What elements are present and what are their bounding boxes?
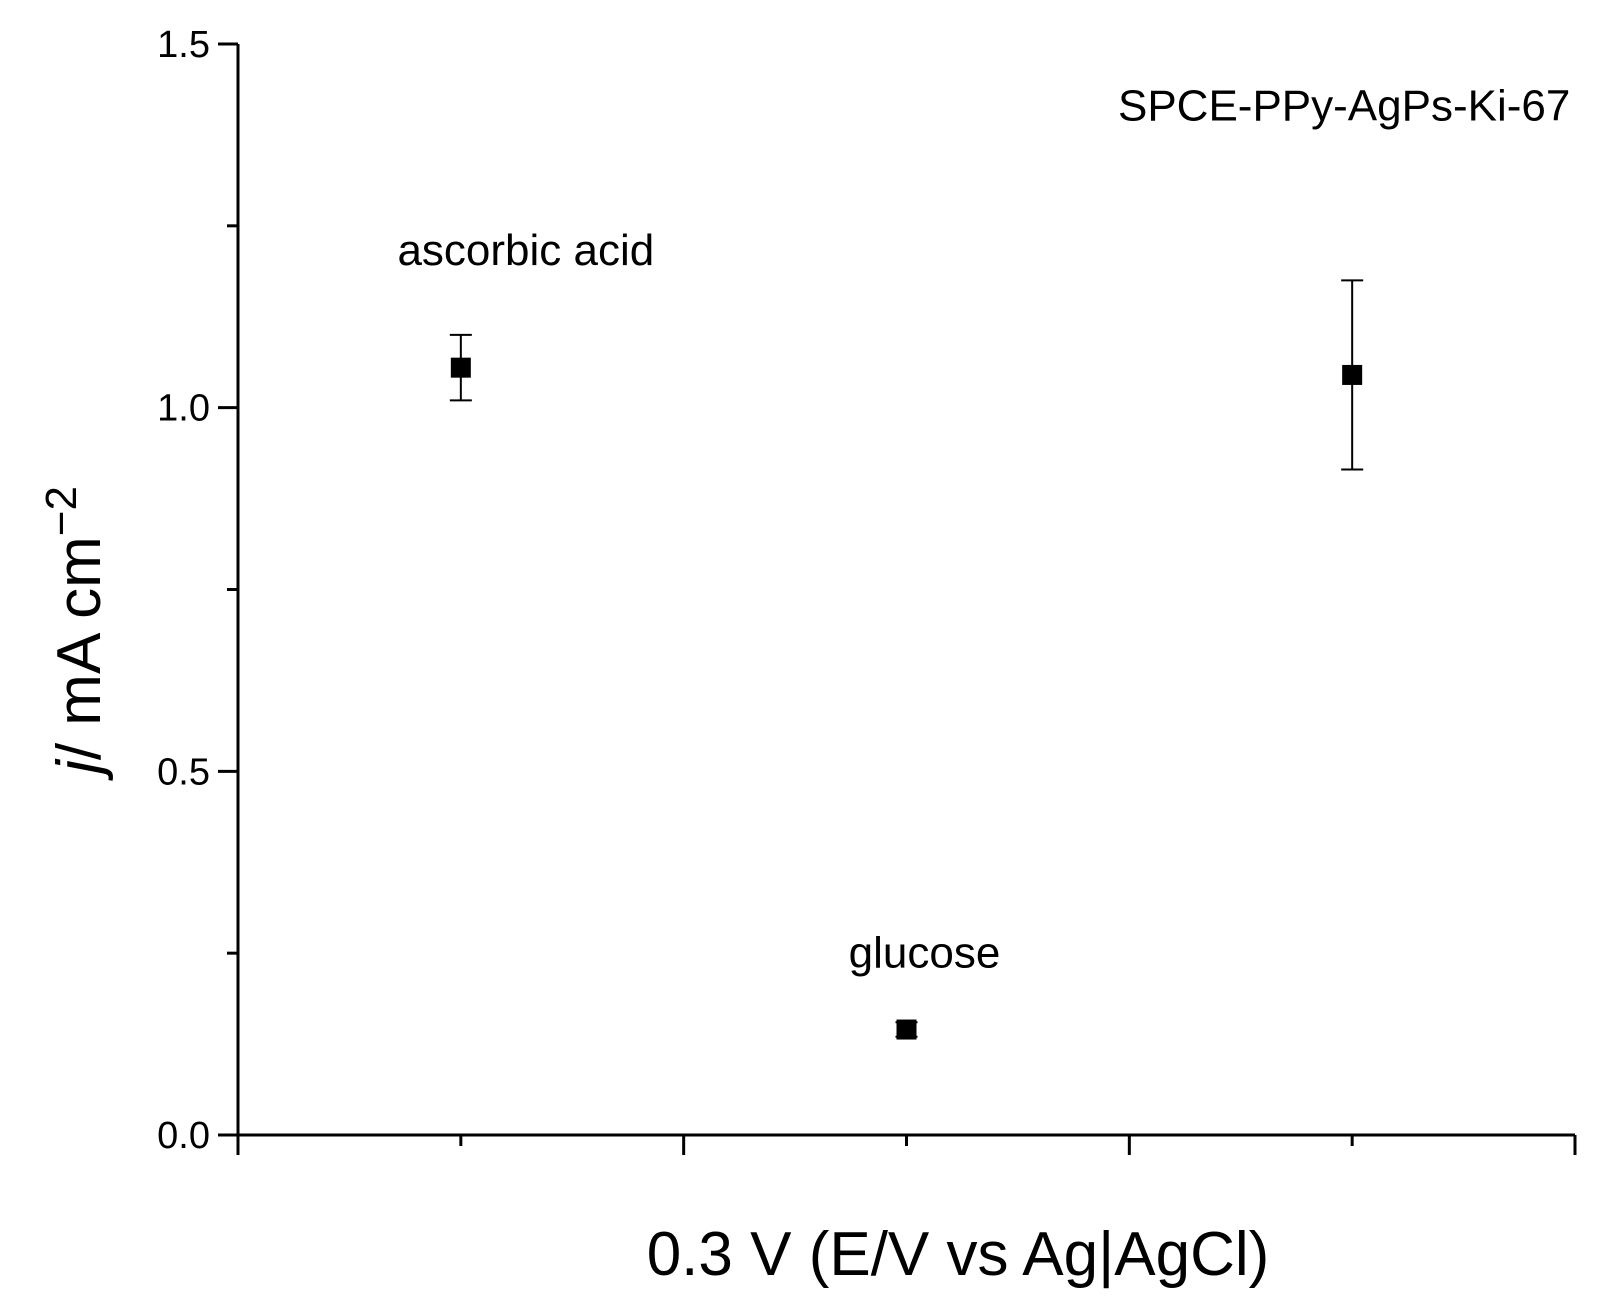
y-axis-label: j/ mA cm−2 [37, 486, 114, 781]
data-point-marker [450, 357, 471, 378]
y-axis-label-sup: −2 [37, 486, 86, 536]
y-axis-label-text: / mA cm [45, 536, 114, 760]
data-point-marker [1342, 364, 1363, 385]
point-annotation: ascorbic acid [397, 226, 654, 275]
y-tick-label: 0.0 [157, 1115, 210, 1157]
point-annotation: glucose [849, 928, 1001, 977]
y-tick-label: 1.0 [157, 388, 210, 430]
data-point-marker [896, 1019, 917, 1040]
point-annotations: ascorbic acid glucose SPCE-PPy-AgPs-Ki-67 [397, 81, 1570, 977]
x-axis-label: 0.3 V (E/V vs Ag|AgCl) [647, 1220, 1270, 1289]
data-points [449, 279, 1364, 1040]
point-annotation: SPCE-PPy-AgPs-Ki-67 [1118, 81, 1570, 130]
y-tick-label: 1.5 [157, 24, 210, 66]
y-tick-label: 0.5 [157, 751, 210, 793]
y-axis-label-italic: j [45, 758, 114, 781]
axis-ticks: 0.0 0.5 1.0 1.5 [157, 24, 1577, 1157]
